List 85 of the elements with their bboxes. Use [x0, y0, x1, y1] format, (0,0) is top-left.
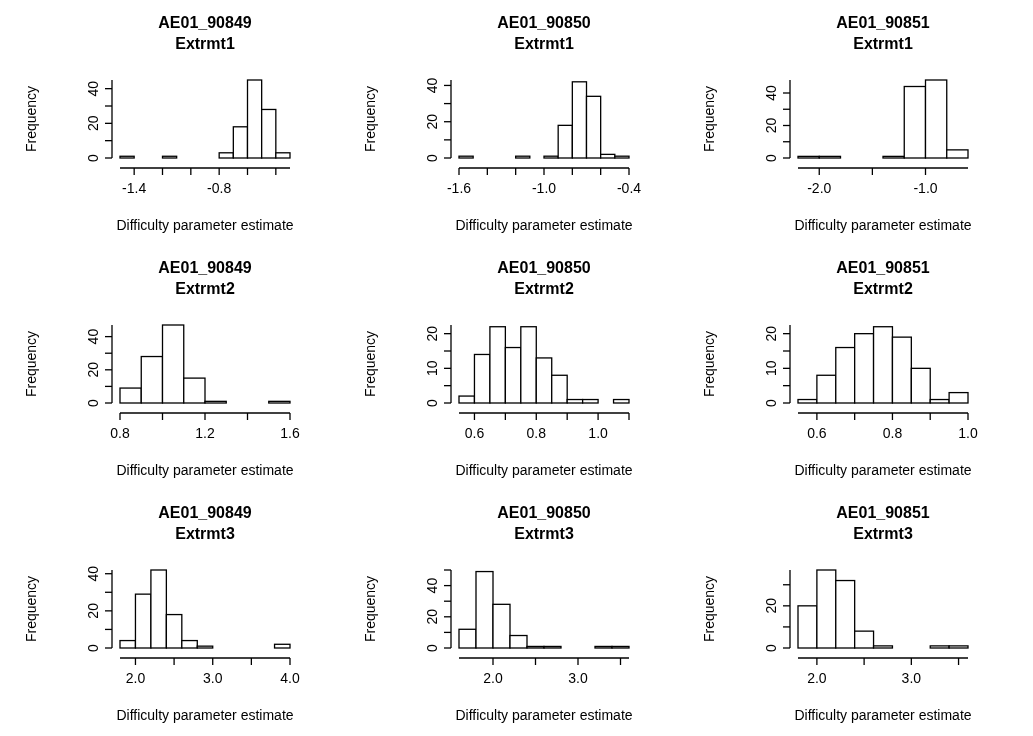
- chart-subtitle: Extrmt3: [853, 525, 913, 542]
- x-tick-label: 3.0: [901, 670, 922, 686]
- x-tick-label: 4.0: [280, 670, 300, 686]
- chart-subtitle: Extrmt1: [175, 35, 235, 52]
- chart-subtitle: Extrmt2: [175, 280, 235, 297]
- y-tick-label: 40: [85, 80, 101, 97]
- y-axis-title: Frequency: [701, 575, 717, 643]
- x-tick-label: -1.0: [913, 180, 938, 196]
- y-tick-label: 40: [85, 328, 101, 345]
- y-axis-title: Frequency: [23, 330, 39, 398]
- y-tick-label: 40: [85, 565, 101, 582]
- y-axis-title: Frequency: [701, 85, 717, 153]
- x-tick-label: 2.0: [807, 670, 827, 686]
- chart-subtitle: Extrmt2: [514, 280, 574, 297]
- x-axis-title: Difficulty parameter estimate: [116, 462, 294, 478]
- y-tick-label: 0: [763, 398, 779, 407]
- y-axis-title: Frequency: [362, 330, 378, 398]
- x-axis-title: Difficulty parameter estimate: [455, 462, 633, 478]
- y-tick-label: 10: [763, 360, 779, 377]
- chart-title: AE01_90850: [497, 504, 591, 521]
- chart-title: AE01_90850: [497, 14, 591, 31]
- x-axis-title: Difficulty parameter estimate: [455, 707, 633, 723]
- y-tick-label: 0: [85, 643, 101, 652]
- y-tick-label: 10: [424, 360, 440, 377]
- chart-subtitle: Extrmt2: [853, 280, 913, 297]
- x-axis-title: Difficulty parameter estimate: [116, 217, 294, 233]
- x-tick-label: -1.0: [531, 180, 557, 196]
- y-axis-title: Frequency: [362, 575, 378, 643]
- y-tick-label: 20: [763, 325, 779, 342]
- x-tick-label: 0.8: [526, 425, 547, 441]
- chart-subtitle: Extrmt3: [175, 525, 235, 542]
- y-axis-title: Frequency: [23, 575, 39, 643]
- chart-subtitle: Extrmt3: [514, 525, 574, 542]
- chart-title: AE01_90849: [158, 14, 252, 31]
- x-tick-label: 1.0: [588, 425, 609, 441]
- chart-title: AE01_90851: [836, 14, 930, 31]
- y-tick-label: 20: [424, 325, 440, 342]
- x-tick-label: 0.6: [807, 425, 827, 441]
- x-tick-label: 3.0: [202, 670, 223, 686]
- y-tick-label: 20: [85, 602, 101, 619]
- x-axis-title: Difficulty parameter estimate: [794, 217, 972, 233]
- x-tick-label: 0.6: [464, 425, 485, 441]
- x-tick-label: -2.0: [807, 180, 832, 196]
- y-tick-label: 0: [763, 643, 779, 652]
- y-tick-label: 20: [424, 113, 440, 130]
- y-axis-title: Frequency: [701, 330, 717, 398]
- y-tick-label: 40: [424, 77, 440, 94]
- x-tick-label: 3.0: [568, 670, 588, 686]
- x-axis-title: Difficulty parameter estimate: [794, 462, 972, 478]
- x-tick-label: -1.4: [122, 180, 147, 196]
- y-tick-label: 40: [763, 85, 779, 101]
- x-tick-label: -0.8: [207, 180, 232, 196]
- y-tick-label: 0: [85, 153, 101, 162]
- chart-title: AE01_90851: [836, 259, 930, 276]
- x-axis-title: Difficulty parameter estimate: [455, 217, 633, 233]
- x-axis-title: Difficulty parameter estimate: [116, 707, 294, 723]
- y-tick-label: 0: [424, 398, 440, 407]
- chart-title: AE01_90849: [158, 259, 252, 276]
- y-tick-label: 40: [424, 577, 440, 594]
- y-tick-label: 20: [763, 117, 779, 134]
- y-axis-title: Frequency: [23, 85, 39, 153]
- x-axis-title: Difficulty parameter estimate: [794, 707, 972, 723]
- y-tick-label: 20: [85, 361, 101, 378]
- y-tick-label: 0: [424, 643, 440, 652]
- chart-subtitle: Extrmt1: [853, 35, 913, 52]
- x-tick-label: 1.2: [195, 425, 215, 441]
- y-tick-label: 20: [85, 115, 101, 132]
- x-tick-label: -1.6: [446, 180, 472, 196]
- x-tick-label: 1.6: [280, 425, 300, 441]
- y-axis-title: Frequency: [362, 85, 378, 153]
- chart-subtitle: Extrmt1: [514, 35, 574, 52]
- x-tick-label: -0.4: [616, 180, 642, 196]
- y-tick-label: 0: [85, 398, 101, 407]
- chart-title: AE01_90851: [836, 504, 930, 521]
- x-tick-label: 2.0: [125, 670, 146, 686]
- y-tick-label: 20: [763, 597, 779, 614]
- y-tick-label: 0: [424, 153, 440, 162]
- y-tick-label: 0: [763, 153, 779, 162]
- chart-title: AE01_90849: [158, 504, 252, 521]
- x-tick-label: 0.8: [110, 425, 130, 441]
- x-tick-label: 0.8: [882, 425, 903, 441]
- x-tick-label: 2.0: [483, 670, 503, 686]
- y-tick-label: 20: [424, 608, 440, 625]
- x-tick-label: 1.0: [958, 425, 978, 441]
- chart-title: AE01_90850: [497, 259, 591, 276]
